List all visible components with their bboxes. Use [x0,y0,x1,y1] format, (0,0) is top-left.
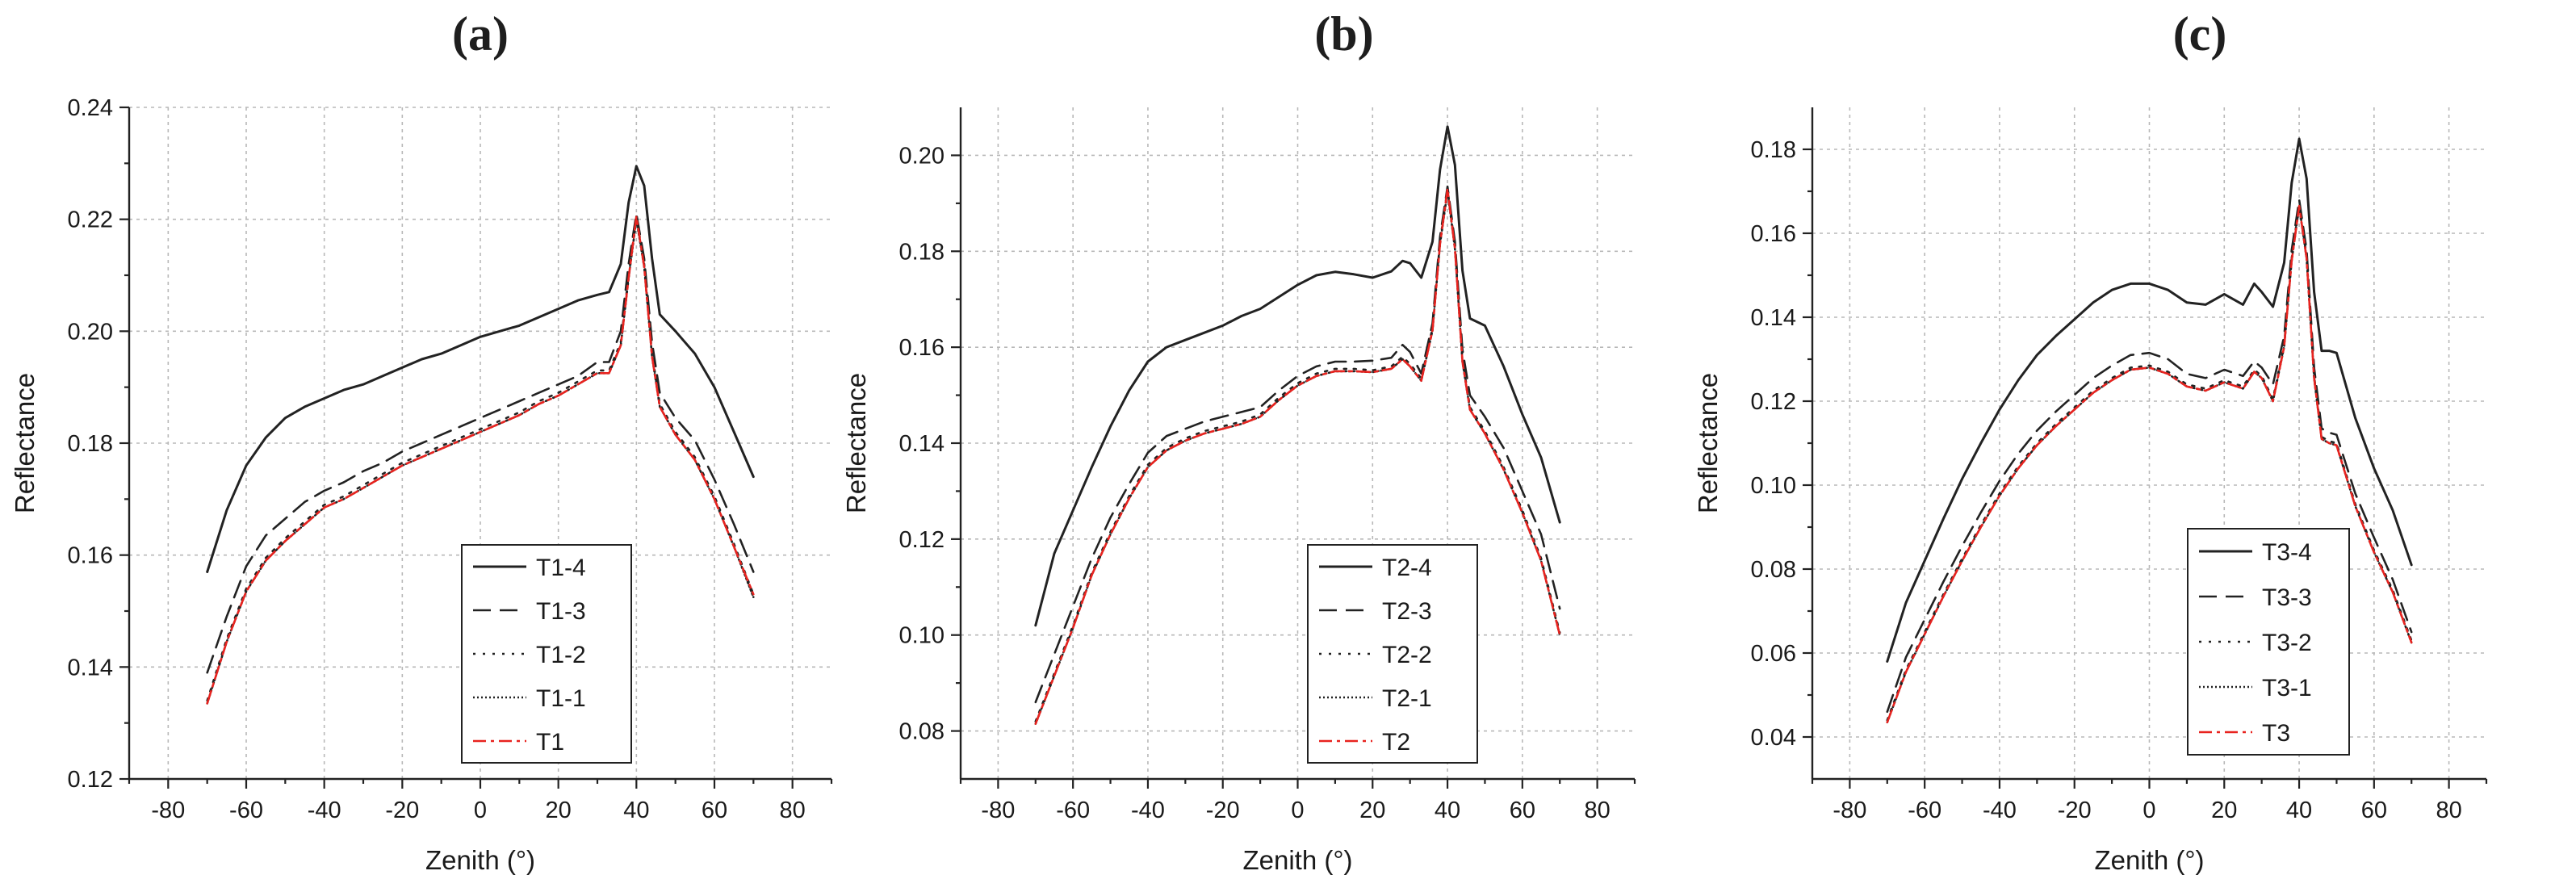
chart1-xtick-label-6: 40 [1435,798,1460,823]
chart1-series-T2-4 [1034,125,1561,627]
chart2-ytick-label-7: 0.18 [1751,137,1796,163]
chart0-xtick-label-8: 80 [780,798,806,823]
chart1-xtick-label-5: 20 [1359,798,1385,823]
chart2: (c) -80 -60 -40 -20 0 20 40 60 80 0.04 0.06 0.08 0.10… [1693,7,2488,875]
chart0-ytick-label-6: 0.24 [68,95,113,121]
chart2-xtick-label-4: 0 [2142,798,2155,823]
chart0-title: (a) [452,7,509,61]
chart2-series-T3-2 [1886,203,2413,722]
chart2-legend-label-T3: T3 [2262,720,2290,747]
chart0-legend-label-T1-3: T1-3 [536,598,586,625]
chart0-legend-label-T1-4: T1-4 [536,555,586,581]
chart1-series-T2 [1034,187,1561,726]
chart1-ytick-label-1: 0.10 [899,623,945,649]
chart1-legend-label-T2-4: T2-4 [1382,555,1432,581]
chart2-series-T3-3 [1886,199,2413,714]
chart0-series-T1-4 [206,165,755,573]
chart2-xtick-label-8: 80 [2436,798,2461,823]
chart0-legend-label-T1-2: T1-2 [536,642,586,668]
chart2-xtick-label-1: -60 [1908,798,1941,823]
chart1-title: (b) [1314,7,1373,61]
chart2-ytick-label-0: 0.04 [1751,725,1796,751]
chart0-ytick-label-2: 0.16 [68,543,113,569]
chart1-series-T2-3 [1034,185,1561,704]
chart1-legend-label-T2-2: T2-2 [1382,642,1432,668]
chart2-legend [2187,528,2350,756]
chart2-ytick-label-2: 0.08 [1751,557,1796,583]
chart0-xtick-label-7: 60 [702,798,727,823]
chart2-xtick-label-2: -40 [1983,798,2017,823]
chart1-legend [1307,544,1478,764]
chart2-xlabel: Zenith (°) [2094,845,2204,875]
chart1-ytick-label-5: 0.18 [899,239,945,265]
chart1-xtick-label-3: -20 [1206,798,1240,823]
chart2-legend-label-T3-1: T3-1 [2262,675,2312,701]
chart1-xtick-label-2: -40 [1131,798,1165,823]
chart0-xtick-label-4: 0 [474,798,487,823]
chart0-xtick-label-0: -80 [151,798,185,823]
chart0-xtick-label-3: -20 [385,798,419,823]
chart0-xtick-label-2: -40 [308,798,341,823]
chart1-series-T2-2 [1034,187,1561,723]
chart1-ytick-label-0: 0.08 [899,719,945,745]
chart2-legend-label-T3-4: T3-4 [2262,539,2312,566]
chart0-series-T1 [206,215,755,705]
chart0-xtick-label-5: 20 [546,798,572,823]
chart0-series-T1-3 [206,212,755,674]
chart0: (a) -80 -60 -40 -20 0 20 40 60 80 0.12 0.14 0.16 0.18… [10,7,833,875]
chart2-ytick-label-3: 0.10 [1751,473,1796,499]
chart1-ytick-label-2: 0.12 [899,527,945,553]
chart2-ytick-label-1: 0.06 [1751,641,1796,667]
chart0-ytick-label-0: 0.12 [68,767,113,793]
chart0-ytick-label-3: 0.18 [68,431,113,457]
chart0-ylabel: Reflectance [10,373,40,513]
chart1-xtick-label-4: 0 [1291,798,1304,823]
chart1-xlabel: Zenith (°) [1242,845,1352,875]
chart2-title: (c) [2173,7,2227,61]
chart1-ytick-label-4: 0.16 [899,335,945,361]
chart0-xlabel: Zenith (°) [425,845,535,875]
chart2-xtick-label-6: 40 [2286,798,2312,823]
chart1-ytick-label-3: 0.14 [899,431,945,457]
chart2-xtick-label-7: 60 [2361,798,2387,823]
chart2-series-T3 [1886,204,2413,724]
chart1: (b) -80 -60 -40 -20 0 20 40 60 80 0.08 0.10 0.12 0.14… [841,7,1636,875]
chart0-legend-label-T1: T1 [536,729,564,756]
chart0-ytick-label-4: 0.20 [68,319,113,345]
chart0-xtick-label-6: 40 [623,798,649,823]
chart1-legend-label-T2-3: T2-3 [1382,598,1432,625]
chart1-legend-label-T2: T2 [1382,729,1410,756]
chart2-series-T3-4 [1886,137,2413,663]
chart2-ytick-label-5: 0.14 [1751,305,1796,331]
chart0-legend [461,544,632,764]
chart2-legend-label-T3-3: T3-3 [2262,584,2312,611]
chart2-ytick-label-6: 0.16 [1751,221,1796,247]
chart1-xtick-label-7: 60 [1510,798,1535,823]
chart1-ytick-label-6: 0.20 [899,143,945,169]
chart1-ylabel: Reflectance [841,373,871,513]
chart0-legend-label-T1-1: T1-1 [536,685,586,712]
chart1-xtick-label-0: -80 [981,798,1015,823]
chart2-legend-label-T3-2: T3-2 [2262,630,2312,656]
chart0-ytick-label-1: 0.14 [68,655,113,680]
chart2-ylabel: Reflectance [1693,373,1723,513]
chart0-xtick-label-1: -60 [229,798,263,823]
chart2-xtick-label-5: 20 [2211,798,2237,823]
chart2-xtick-label-0: -80 [1833,798,1866,823]
chart2-xtick-label-3: -20 [2058,798,2092,823]
chart1-legend-label-T2-1: T2-1 [1382,685,1432,712]
chart1-xtick-label-8: 80 [1584,798,1610,823]
chart2-ytick-label-4: 0.12 [1751,389,1796,415]
chart0-ytick-label-5: 0.22 [68,207,113,233]
chart1-xtick-label-1: -60 [1056,798,1090,823]
